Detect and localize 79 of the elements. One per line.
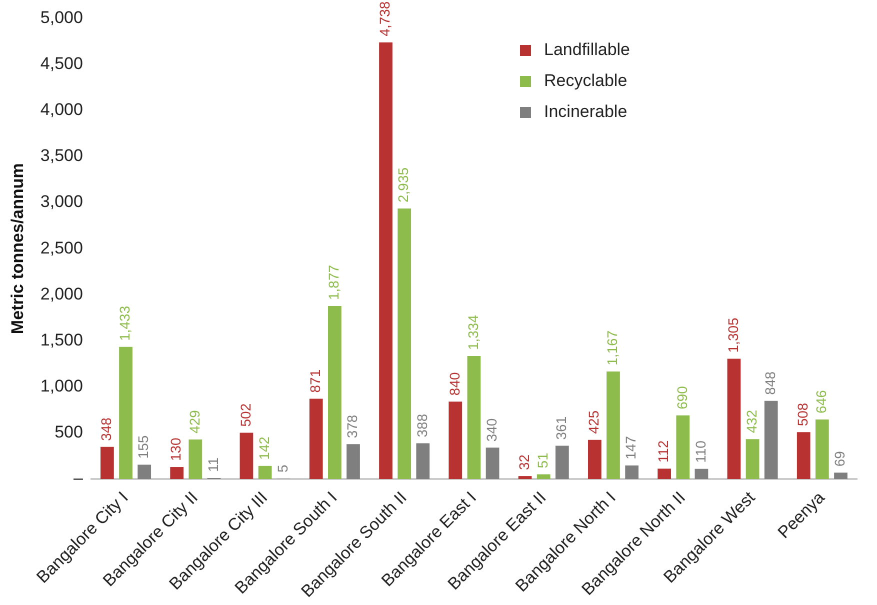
data-label: 4,738 — [376, 1, 393, 36]
bar — [815, 419, 829, 479]
data-label: 1,167 — [604, 330, 620, 366]
bar — [556, 446, 569, 479]
bar — [119, 346, 132, 479]
data-label: 110 — [692, 440, 708, 463]
y-tick-label: 2,500 — [40, 238, 83, 258]
bar — [328, 306, 342, 479]
data-label: 848 — [762, 371, 778, 395]
legend-label: Incinerable — [544, 102, 628, 122]
data-label: 378 — [344, 414, 360, 438]
bar — [588, 440, 602, 479]
data-label: 361 — [553, 416, 570, 440]
bar — [170, 467, 184, 479]
data-label: 51 — [534, 452, 550, 468]
y-tick-label: 500 — [54, 422, 83, 442]
data-label: 1,305 — [724, 317, 741, 353]
legend-label: Recyclable — [544, 71, 628, 91]
bar — [727, 358, 741, 479]
data-label: 1,433 — [116, 306, 133, 341]
y-tick-label: 5,000 — [40, 8, 83, 27]
y-tick-label: 4,500 — [40, 54, 83, 73]
bar — [606, 371, 620, 479]
y-tick-label: 1,000 — [40, 376, 83, 396]
bar — [448, 402, 462, 479]
bar — [658, 468, 672, 479]
bar — [834, 472, 848, 479]
y-tick-label: 1,500 — [40, 330, 83, 350]
bar — [486, 448, 500, 479]
bar — [746, 439, 760, 479]
y-axis-title: Metric tonnes/annum — [8, 163, 27, 334]
data-label: 388 — [414, 414, 430, 438]
bar — [536, 474, 550, 479]
data-label: 130 — [168, 437, 184, 462]
bar — [518, 476, 532, 479]
bar — [625, 465, 639, 479]
bar — [309, 398, 323, 479]
data-label: 1,877 — [326, 264, 342, 300]
data-label: 5 — [274, 464, 290, 473]
bar — [694, 468, 708, 479]
data-label: 690 — [674, 386, 690, 410]
data-label: 11 — [204, 457, 221, 472]
bar — [100, 446, 114, 479]
data-label: 646 — [813, 390, 830, 414]
data-label: 1,334 — [464, 314, 481, 350]
y-tick-label: 4,000 — [40, 100, 83, 120]
data-label: 432 — [743, 410, 760, 434]
data-label: 112 — [655, 440, 672, 463]
bar — [796, 432, 810, 479]
y-tick-label: 3,500 — [40, 146, 83, 166]
bar — [398, 208, 412, 479]
legend-label: Landfillable — [544, 40, 630, 60]
bar — [240, 432, 254, 479]
data-label: 147 — [622, 436, 639, 460]
bar — [188, 439, 202, 479]
bar — [346, 444, 360, 479]
data-label: 142 — [256, 436, 272, 460]
y-tick-label: 2,000 — [40, 284, 83, 304]
data-label: 32 — [516, 454, 532, 470]
data-label: 502 — [237, 403, 254, 427]
bar — [676, 415, 690, 479]
data-label: 155 — [135, 435, 152, 459]
data-label: 840 — [446, 372, 462, 396]
bar — [764, 400, 778, 479]
data-label: 429 — [186, 410, 202, 434]
y-tick-label: – — [73, 468, 84, 488]
bar — [379, 42, 392, 479]
y-tick-label: 3,000 — [40, 192, 83, 212]
data-label: 2,935 — [395, 167, 412, 203]
bar — [138, 464, 152, 479]
data-label: 348 — [98, 417, 114, 441]
data-label: 340 — [483, 418, 500, 442]
bar — [416, 443, 430, 479]
bar — [258, 466, 272, 479]
bar — [467, 356, 481, 479]
data-label: 871 — [306, 369, 323, 393]
data-label: 508 — [794, 402, 810, 426]
data-label: 69 — [832, 450, 848, 467]
data-label: 425 — [586, 410, 602, 434]
